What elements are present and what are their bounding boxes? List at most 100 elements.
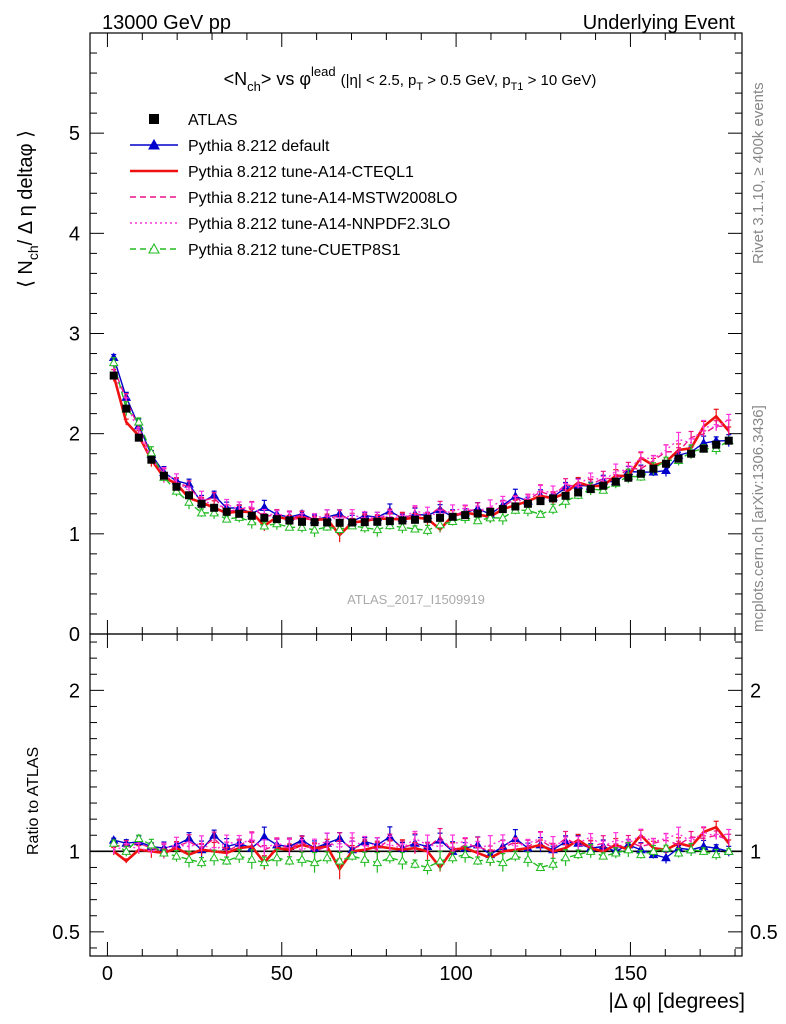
atlas-point xyxy=(536,497,545,506)
series-line-1 xyxy=(112,375,730,537)
legend-label-3: Pythia 8.212 tune-A14-MSTW2008LO xyxy=(188,190,457,207)
data-point xyxy=(535,509,546,518)
ratio-point xyxy=(171,851,182,860)
data-point xyxy=(133,416,144,426)
chart-title: <Nch> vs φlead (|η| < 2.5, pT > 0.5 GeV,… xyxy=(224,64,597,94)
ratio-point xyxy=(359,854,370,863)
ratio-point xyxy=(146,839,157,849)
ratio-plot-frame xyxy=(89,633,743,957)
atlas-point xyxy=(611,477,620,486)
ratio-point xyxy=(648,846,659,855)
legend-label-5: Pythia 8.212 tune-CUETP8S1 xyxy=(188,242,401,259)
ratio-point xyxy=(272,852,282,862)
atlas-point xyxy=(348,518,357,527)
atlas-point xyxy=(159,471,168,480)
legend-marker-atlas xyxy=(149,114,159,124)
ratio-point xyxy=(435,856,445,865)
ratio-point xyxy=(196,857,207,867)
atlas-point xyxy=(461,511,470,520)
main-y-tick-label: 0 xyxy=(69,624,80,646)
ratio-point xyxy=(234,851,245,860)
ratio-point xyxy=(246,854,257,863)
data-point xyxy=(447,516,458,525)
ratio-point xyxy=(259,831,270,841)
atlas-point xyxy=(699,444,708,453)
atlas-point xyxy=(385,517,394,526)
atlas-point xyxy=(172,482,181,491)
ratio-point xyxy=(548,859,558,868)
data-point xyxy=(661,465,671,475)
legend: ATLAS Pythia 8.212 default Pythia 8.212 tu… xyxy=(130,112,457,259)
atlas-point xyxy=(448,512,457,521)
ratio-point xyxy=(297,854,307,863)
ratio-point xyxy=(322,852,332,862)
x-tick-label: 150 xyxy=(614,963,647,985)
series-line-0 xyxy=(113,357,729,523)
legend-marker-1 xyxy=(148,138,160,150)
ratio-y-tick-label: 2 xyxy=(69,680,80,702)
atlas-point xyxy=(410,515,419,524)
x-tick-label: 0 xyxy=(102,963,113,985)
ratio-point xyxy=(585,846,596,855)
ratio-point xyxy=(485,854,496,863)
ratio-point xyxy=(698,846,709,855)
ratio-point xyxy=(523,854,533,863)
ratio-y-tick-label-right: 0.5 xyxy=(750,922,778,944)
data-point xyxy=(497,512,508,522)
ratio-point xyxy=(636,849,646,859)
atlas-point xyxy=(674,454,683,463)
ratio-point xyxy=(334,856,345,865)
ratio-point xyxy=(497,857,508,867)
analysis-watermark: ATLAS_2017_I1509919 xyxy=(347,592,485,607)
legend-label-2: Pythia 8.212 tune-A14-CTEQL1 xyxy=(188,164,414,181)
data-point xyxy=(209,507,219,517)
ratio-point xyxy=(460,849,471,859)
atlas-point xyxy=(260,513,269,522)
atlas-point xyxy=(574,488,583,497)
atlas-point xyxy=(473,509,482,518)
main-y-tick-label: 2 xyxy=(69,424,80,446)
ratio-point xyxy=(108,838,119,847)
data-point xyxy=(297,522,307,531)
ratio-point xyxy=(535,862,546,871)
data-point xyxy=(485,512,496,522)
ratio-point xyxy=(372,857,383,867)
main-series-layer xyxy=(108,352,734,543)
x-tick-label: 50 xyxy=(271,963,293,985)
legend-label-0: ATLAS xyxy=(188,112,238,129)
atlas-point xyxy=(586,485,595,494)
ratio-point xyxy=(723,846,734,855)
main-axis-ticks: 0 1 2 3 4 5 0.5 0.5 1 1 2 2 0 50 100 150 xyxy=(52,32,778,985)
ratio-point xyxy=(686,844,696,854)
series-line-3 xyxy=(113,372,730,522)
data-point xyxy=(410,523,420,533)
atlas-point xyxy=(323,518,332,527)
data-point xyxy=(472,515,483,525)
data-point xyxy=(372,524,383,534)
ratio-point xyxy=(661,852,671,862)
atlas-point xyxy=(599,481,608,490)
atlas-point xyxy=(335,518,344,527)
rivet-side-text: Rivet 3.1.10, ≥ 400k events xyxy=(750,82,767,264)
data-point xyxy=(221,514,232,523)
atlas-point xyxy=(297,517,306,526)
data-point xyxy=(184,497,194,506)
data-point xyxy=(435,519,445,529)
legend-label-4: Pythia 8.212 tune-A14-NNPDF2.3LO xyxy=(188,216,450,233)
atlas-point xyxy=(624,473,633,482)
atlas-point xyxy=(549,494,558,503)
atlas-point xyxy=(134,433,143,442)
header-right: Underlying Event xyxy=(583,12,736,34)
data-point xyxy=(523,505,533,514)
ratio-point xyxy=(121,846,132,855)
atlas-point xyxy=(649,464,658,473)
main-y-axis-label: ⟨ Nch/ Δ η deltaφ ⟩ xyxy=(15,130,41,288)
atlas-point xyxy=(398,516,407,525)
atlas-point xyxy=(436,513,445,522)
atlas-point xyxy=(109,371,118,380)
ratio-point xyxy=(159,847,169,857)
ratio-point xyxy=(598,851,609,860)
main-y-tick-label: 4 xyxy=(69,223,80,245)
ratio-point xyxy=(661,843,671,852)
mcplots-side-text: mcplots.cern.ch [arXiv:1306.3436] xyxy=(750,405,767,632)
